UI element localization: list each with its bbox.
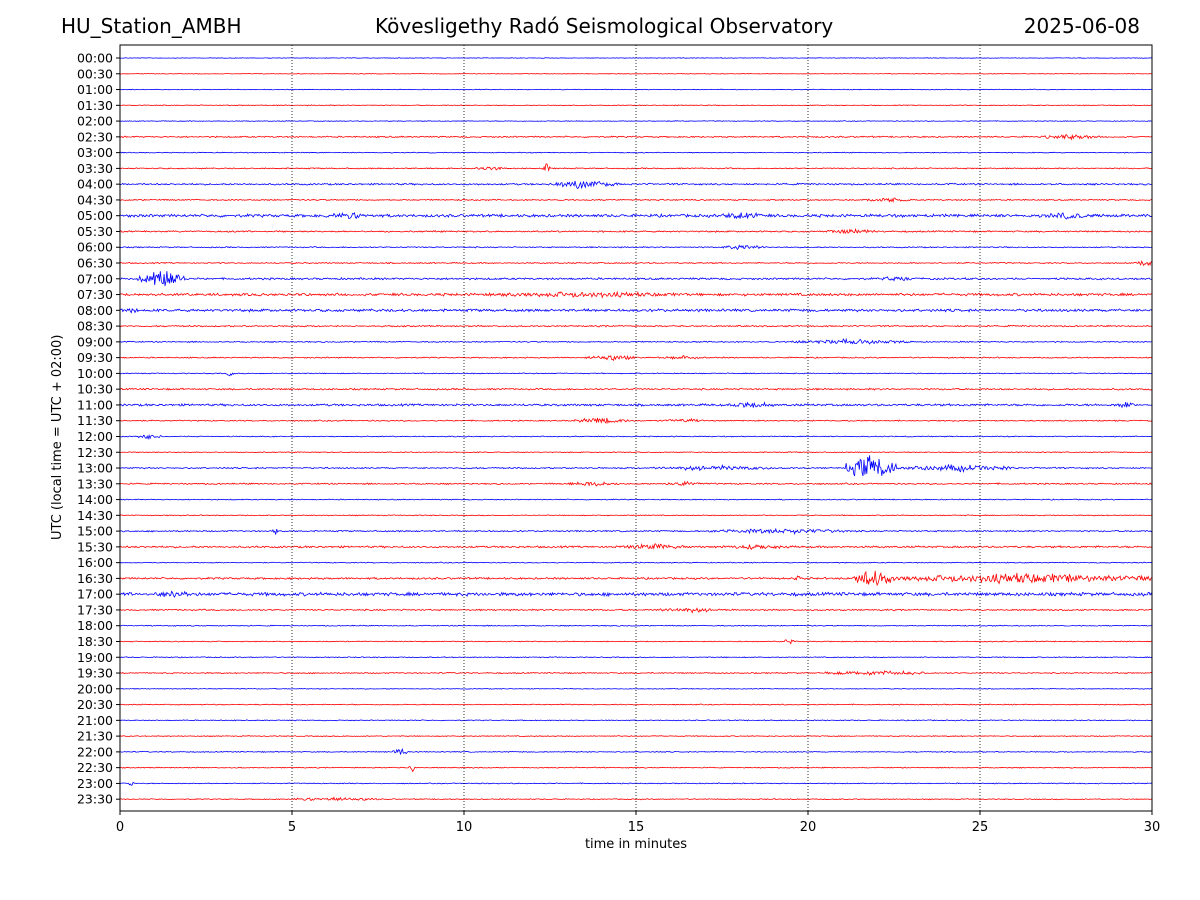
y-tick-label: 20:30	[77, 697, 113, 712]
x-axis-label: time in minutes	[584, 837, 688, 852]
y-tick-label: 19:00	[77, 650, 113, 665]
y-tick-label: 22:30	[77, 760, 113, 775]
trace-0830	[119, 324, 1153, 328]
trace-0230	[119, 133, 1153, 141]
y-tick-label: 14:30	[77, 508, 113, 523]
y-tick-label: 00:30	[77, 66, 113, 81]
trace-1200	[119, 434, 1153, 441]
y-tick-label: 18:00	[77, 618, 113, 633]
x-axis-ticks: 0 5 10 15 20 25 30	[116, 811, 1160, 835]
y-tick-label: 17:00	[77, 587, 113, 602]
trace-2230	[119, 765, 1153, 773]
trace-0500	[119, 211, 1153, 220]
trace-0430	[119, 197, 1153, 203]
y-tick-label: 03:00	[77, 145, 113, 160]
y-tick-label: 06:30	[77, 256, 113, 271]
y-tick-label: 14:00	[77, 492, 113, 507]
trace-1000	[119, 372, 1153, 377]
x-tick-label: 30	[1144, 820, 1161, 835]
y-tick-label: 16:00	[77, 555, 113, 570]
trace-1600	[119, 561, 1153, 564]
y-tick-label: 07:00	[77, 271, 113, 286]
trace-2030	[119, 703, 1153, 706]
trace-0300	[119, 151, 1153, 154]
y-tick-label: 02:30	[77, 129, 113, 144]
trace-1730	[119, 607, 1153, 614]
x-tick-label: 15	[628, 820, 645, 835]
y-tick-label: 16:30	[77, 571, 113, 586]
y-tick-label: 06:00	[77, 240, 113, 255]
trace-0400	[119, 180, 1153, 190]
vertical-grid	[291, 45, 981, 811]
y-tick-label: 01:30	[77, 98, 113, 113]
y-tick-label: 10:00	[77, 366, 113, 381]
y-tick-label: 13:30	[77, 476, 113, 491]
trace-0100	[119, 88, 1153, 91]
y-tick-label: 11:00	[77, 397, 113, 412]
trace-1800	[119, 624, 1153, 627]
trace-1230	[119, 451, 1153, 454]
y-tick-label: 12:30	[77, 445, 113, 460]
trace-0330	[119, 163, 1153, 172]
y-tick-label: 08:30	[77, 319, 113, 334]
trace-2000	[119, 687, 1153, 690]
y-tick-label: 21:30	[77, 729, 113, 744]
chart-title: Kövesligethy Radó Seismological Observat…	[375, 14, 834, 38]
trace-2330	[119, 796, 1153, 802]
y-tick-label: 15:00	[77, 524, 113, 539]
trace-1030	[119, 387, 1153, 391]
x-tick-label: 25	[972, 820, 989, 835]
y-tick-label: 21:00	[77, 713, 113, 728]
y-tick-label: 18:30	[77, 634, 113, 649]
trace-1400	[119, 498, 1153, 501]
y-tick-label: 03:30	[77, 161, 113, 176]
y-tick-label: 01:00	[77, 82, 113, 97]
plot-frame	[119, 44, 1153, 812]
trace-1430	[119, 514, 1153, 517]
y-axis-ticks: 00:0000:3001:0001:3002:0002:3003:0003:30…	[77, 51, 120, 807]
y-tick-label: 02:00	[77, 114, 113, 129]
y-tick-label: 05:00	[77, 208, 113, 223]
y-tick-label: 05:30	[77, 224, 113, 239]
station-name: HU_Station_AMBH	[61, 14, 242, 38]
y-tick-label: 10:30	[77, 382, 113, 397]
y-tick-label: 22:00	[77, 744, 113, 759]
y-tick-label: 00:00	[77, 51, 113, 66]
y-tick-label: 08:00	[77, 303, 113, 318]
y-tick-label: 11:30	[77, 413, 113, 428]
trace-1830	[119, 639, 1153, 645]
chart-date: 2025-06-08	[1023, 14, 1140, 38]
y-tick-label: 04:30	[77, 192, 113, 207]
y-tick-label: 19:30	[77, 666, 113, 681]
trace-0630	[119, 260, 1153, 267]
y-axis-label: UTC (local time = UTC + 02:00)	[50, 334, 65, 540]
trace-0030	[119, 72, 1153, 75]
x-tick-label: 5	[288, 820, 296, 835]
y-tick-label: 04:00	[77, 177, 113, 192]
trace-0600	[119, 244, 1153, 251]
y-tick-label: 17:30	[77, 602, 113, 617]
y-tick-label: 20:00	[77, 681, 113, 696]
trace-2200	[119, 748, 1153, 755]
y-tick-label: 13:00	[77, 461, 113, 476]
x-tick-label: 20	[800, 820, 817, 835]
y-tick-label: 12:00	[77, 429, 113, 444]
y-tick-label: 15:30	[77, 539, 113, 554]
y-tick-label: 23:30	[77, 792, 113, 807]
y-tick-label: 23:00	[77, 776, 113, 791]
y-tick-label: 07:30	[77, 287, 113, 302]
x-tick-label: 0	[116, 820, 124, 835]
y-tick-label: 09:00	[77, 334, 113, 349]
x-tick-label: 10	[456, 820, 473, 835]
y-tick-label: 09:30	[77, 350, 113, 365]
trace-0900	[119, 337, 1153, 345]
